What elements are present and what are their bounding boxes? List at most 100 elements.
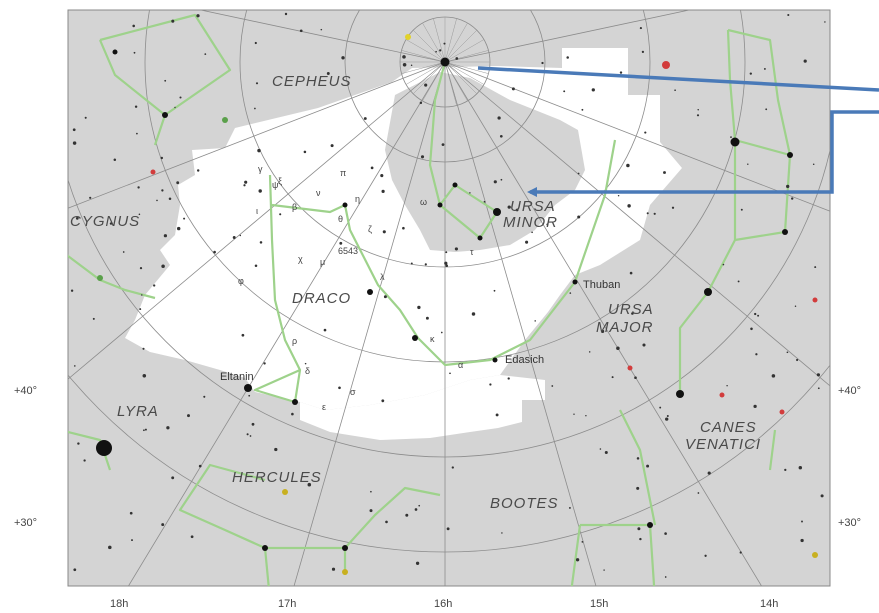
faint-star (791, 197, 794, 200)
pole-ray (413, 61, 446, 94)
label-hercules: HERCULES (232, 469, 322, 486)
greek-label: ξ (278, 176, 282, 186)
label-draco: DRACO (292, 290, 351, 307)
ra-17h: 17h (278, 598, 296, 610)
star-draco-1 (367, 289, 373, 295)
faint-star (370, 490, 372, 493)
pole-ray (405, 39, 446, 63)
faint-star (134, 105, 138, 108)
faint-star (171, 19, 175, 23)
star-thuban (572, 279, 578, 285)
yellow-star-2 (282, 489, 288, 495)
faint-star (307, 482, 312, 487)
faint-star (176, 181, 180, 185)
faint-star (108, 545, 112, 550)
pole-ray (405, 61, 446, 85)
faint-star (639, 537, 642, 541)
faint-star (75, 217, 79, 220)
faint-star (196, 14, 200, 18)
label-eltanin: Eltanin (220, 371, 254, 383)
greek-label: κ (430, 334, 435, 344)
faint-star (812, 163, 815, 166)
faint-star (639, 27, 642, 30)
faint-star (174, 106, 176, 109)
faint-star (671, 206, 675, 209)
pole-ray (444, 39, 485, 63)
greek-label: ζ (368, 224, 372, 234)
faint-star (763, 67, 766, 70)
annotation-arrows (477, 66, 879, 197)
faint-star (697, 109, 699, 111)
faint-star (129, 511, 133, 515)
pole-ray (444, 18, 457, 63)
faint-star (133, 51, 136, 54)
pole-ray (401, 61, 446, 74)
label-canes-venatici-1: CANES (700, 419, 757, 436)
faint-star (204, 53, 207, 55)
faint-star (816, 373, 821, 377)
pole-ray (444, 30, 477, 63)
faint-star (786, 184, 790, 189)
label-ursa-minor-2: MINOR (503, 214, 558, 231)
faint-star (381, 189, 385, 193)
faint-star (803, 59, 807, 63)
faint-star (168, 197, 172, 201)
pole-ray (413, 30, 446, 63)
pole-ray (422, 61, 446, 102)
faint-star (568, 506, 571, 509)
faint-star (629, 271, 633, 275)
faint-star (380, 174, 384, 178)
faint-star (274, 447, 278, 452)
faint-star (619, 71, 623, 74)
faint-star (573, 413, 575, 415)
faint-star (674, 89, 676, 92)
label-ursa-minor-1: URSA (510, 198, 556, 215)
canes-venatici-lines (768, 429, 777, 471)
faint-star (577, 172, 580, 175)
star-hercules-1 (262, 545, 268, 551)
faint-star (254, 41, 257, 45)
faint-star (405, 513, 409, 517)
faint-star (385, 520, 388, 524)
faint-star (707, 471, 711, 475)
faint-star (196, 169, 200, 172)
faint-star (644, 131, 647, 134)
faint-star (451, 466, 454, 469)
faint-star (575, 558, 580, 562)
draco-lines (253, 174, 302, 404)
faint-star (382, 230, 386, 234)
faint-star (440, 331, 443, 334)
faint-star (588, 351, 591, 353)
faint-star (341, 56, 345, 60)
faint-star (331, 567, 336, 571)
faint-stars (70, 12, 826, 578)
faint-star (534, 320, 536, 322)
star-names: Thuban Edasich Eltanin 6543 (220, 246, 620, 383)
faint-star (187, 414, 190, 418)
greek-label: δ (305, 366, 310, 376)
faint-star (122, 251, 125, 253)
faint-star (443, 42, 446, 45)
faint-star (771, 374, 776, 378)
faint-star (646, 464, 650, 468)
faint-star (420, 155, 425, 159)
faint-star (636, 486, 640, 490)
label-edasich: Edasich (505, 354, 544, 366)
faint-star (73, 365, 76, 367)
red-star-6 (779, 409, 785, 415)
faint-star (244, 180, 248, 184)
faint-star (383, 295, 387, 299)
faint-star (239, 234, 242, 237)
lyra-lines (68, 430, 112, 471)
star-merak (704, 288, 712, 296)
star-megrez (787, 152, 793, 158)
greek-label: γ (258, 164, 263, 174)
star-dubhe (730, 137, 740, 147)
bootes-lines-2 (570, 524, 582, 586)
greek-label: β (292, 202, 297, 212)
faint-star (163, 234, 168, 238)
faint-star (330, 144, 334, 148)
label-bootes: BOOTES (490, 495, 559, 512)
faint-star (637, 527, 641, 531)
faint-star (304, 362, 307, 365)
